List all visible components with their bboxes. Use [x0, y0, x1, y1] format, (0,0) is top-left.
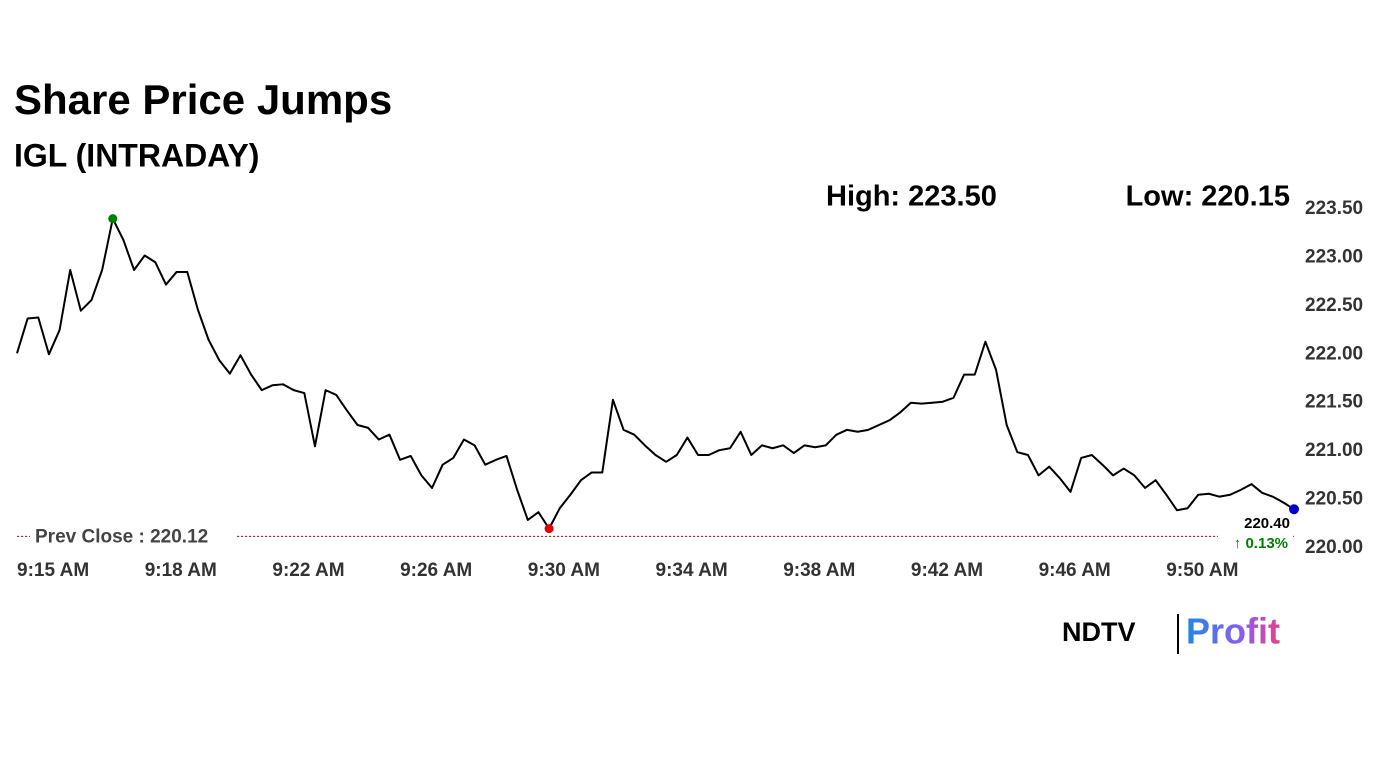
last-value-label: 220.40	[1244, 515, 1290, 532]
y-tick-label: 223.50	[1305, 198, 1363, 219]
low-text: Low: 220.15	[1126, 181, 1290, 213]
x-tick-label: 9:30 AM	[528, 560, 600, 581]
low-marker	[544, 524, 554, 534]
x-tick-label: 9:15 AM	[17, 560, 89, 581]
change-label: ↑ 0.13%	[1234, 535, 1288, 552]
x-tick-label: 9:26 AM	[400, 560, 472, 581]
last-label-bg	[1218, 514, 1292, 559]
x-tick-label: 9:18 AM	[145, 560, 217, 581]
high-marker	[108, 214, 118, 224]
x-tick-label: 9:42 AM	[911, 560, 983, 581]
x-tick-label: 9:38 AM	[783, 560, 855, 581]
x-tick-label: 9:50 AM	[1166, 560, 1238, 581]
high-text: High: 223.50	[826, 181, 997, 213]
y-tick-label: 221.00	[1305, 440, 1363, 461]
prev-close-bg	[30, 524, 235, 549]
chart-subtitle: IGL (INTRADAY)	[14, 137, 259, 173]
y-tick-label: 220.00	[1305, 537, 1363, 558]
prev-close-label: Prev Close : 220.12	[35, 526, 208, 547]
logo-profit: Profit	[1186, 611, 1280, 652]
y-tick-label: 221.50	[1305, 392, 1363, 413]
logo-ndtv: NDTV	[1062, 617, 1136, 647]
y-tick-label: 222.50	[1305, 295, 1363, 316]
y-tick-label: 220.50	[1305, 489, 1363, 510]
y-tick-label: 223.00	[1305, 246, 1363, 267]
x-tick-label: 9:46 AM	[1039, 560, 1111, 581]
chart-title: Share Price Jumps	[14, 76, 392, 123]
last-marker	[1289, 504, 1299, 515]
price-line	[16, 217, 1295, 530]
x-tick-label: 9:22 AM	[272, 560, 344, 581]
y-tick-label: 222.00	[1305, 343, 1363, 364]
x-tick-label: 9:34 AM	[656, 560, 728, 581]
